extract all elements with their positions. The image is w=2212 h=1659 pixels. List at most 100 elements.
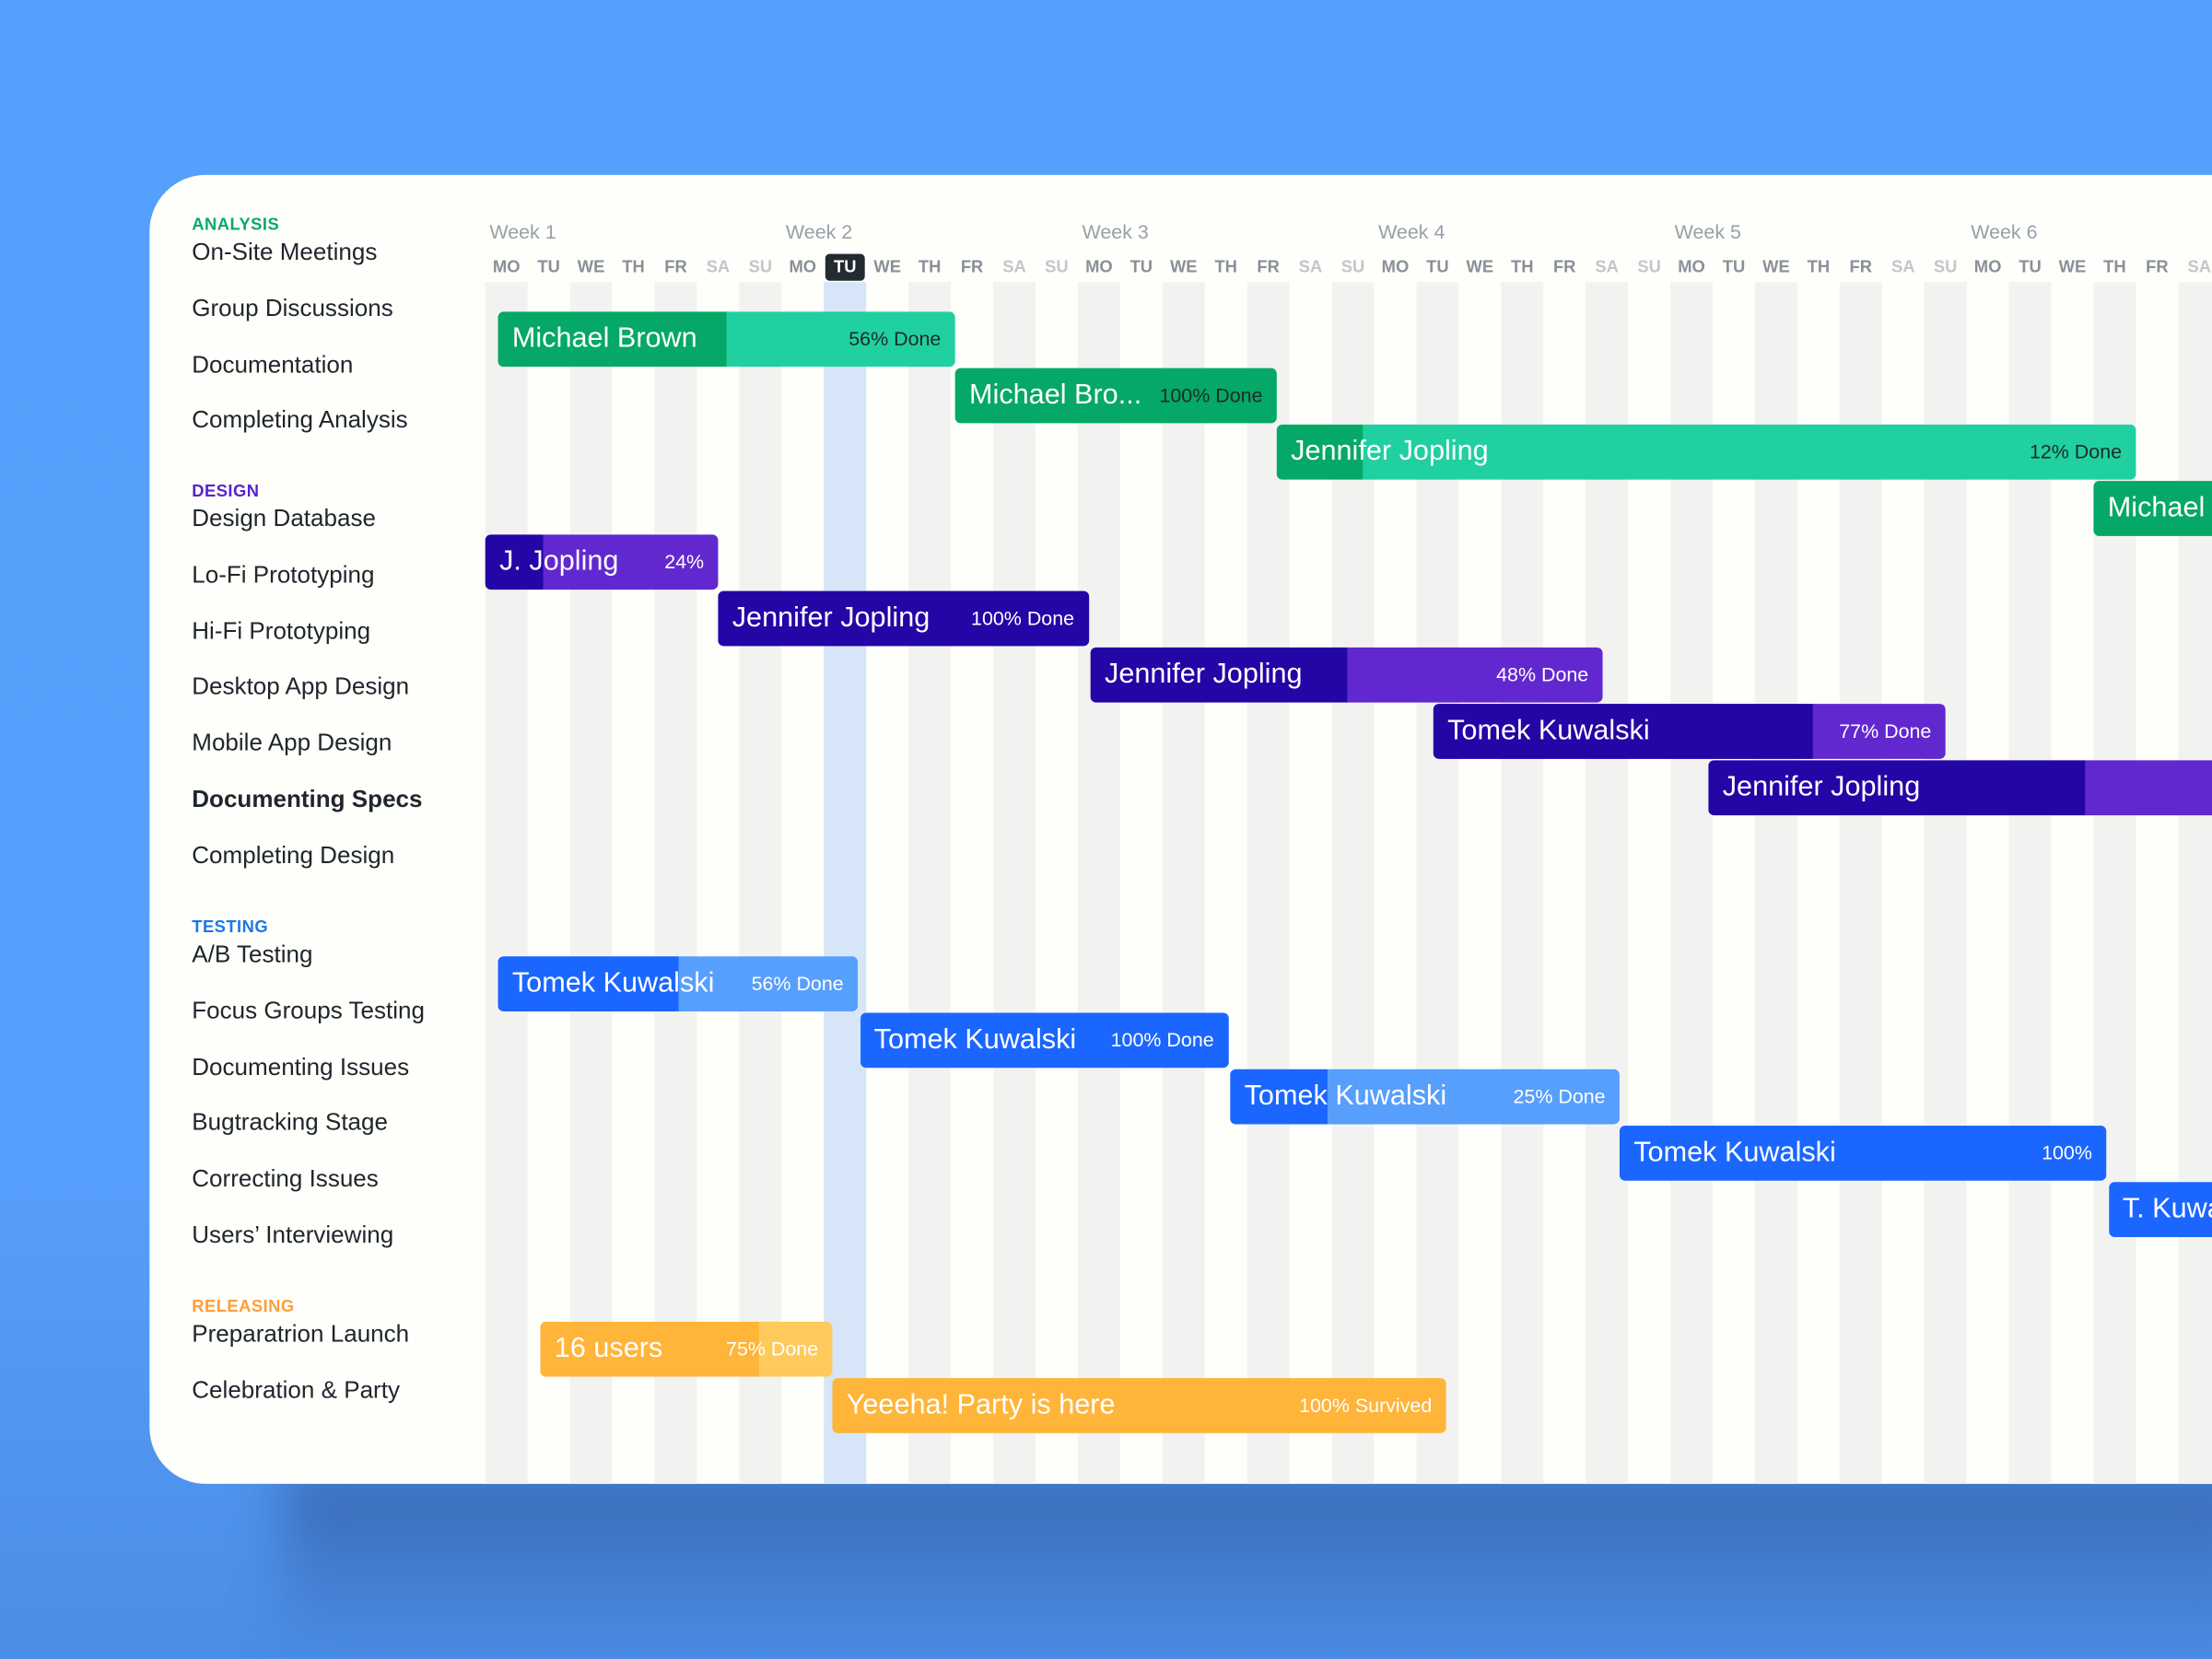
day-column (1036, 282, 1078, 1484)
day-label: MO (1381, 256, 1410, 277)
day-label: FR (1552, 256, 1576, 277)
group-header-releasing: RELEASING (192, 1296, 295, 1316)
task-label[interactable]: Documenting Issues (192, 1053, 410, 1081)
week-label: Week 4 (1378, 219, 1445, 243)
day-label: FR (960, 256, 984, 277)
task-label[interactable]: Bugtracking Stage (192, 1109, 388, 1137)
gantt-bar[interactable]: Yeeeha! Party is here 100% Survived (832, 1378, 1446, 1433)
day-column (1077, 282, 1120, 1484)
day-column (528, 282, 570, 1484)
bar-progress-label: 48% Done (1496, 662, 1589, 686)
day-column (1120, 282, 1163, 1484)
task-label[interactable]: Mobile App Design (192, 729, 392, 757)
today-column (824, 282, 867, 1484)
bar-progress-label: 100% Done (1159, 383, 1263, 407)
gantt-bar[interactable]: Tomek Kuwalski 56% Done (497, 956, 859, 1011)
bar-progress-label: 100% Done (1110, 1028, 1214, 1051)
gantt-bar[interactable]: Jennifer Jopling 48% Done (1090, 647, 1603, 703)
day-label: MO (1678, 256, 1705, 277)
progress-fill (1708, 760, 2086, 816)
day-label: TU (537, 256, 560, 277)
card-shadow (282, 1466, 2212, 1659)
progress-fill (860, 1012, 1228, 1069)
bar-progress-label: 77% Done (1839, 719, 1932, 742)
bar-progress-label: 100% Survived (1299, 1393, 1433, 1417)
day-label: TU (1426, 256, 1449, 277)
gantt-bar[interactable]: Jennifer Jopling 100% Done (718, 590, 1089, 647)
day-label: WE (1466, 256, 1494, 277)
task-label[interactable]: Focus Groups Testing (192, 997, 425, 1024)
week-label: Week 5 (1674, 219, 1741, 243)
task-label[interactable]: Users’ Interviewing (192, 1221, 394, 1249)
progress-fill (497, 311, 727, 368)
day-column (1586, 282, 1629, 1484)
progress-fill (2108, 1182, 2212, 1237)
task-label[interactable]: Documenting Specs (192, 785, 423, 813)
task-label[interactable]: Completing Design (192, 841, 395, 869)
bar-assignee-label: Michael Bro... (969, 379, 1142, 411)
bar-progress-label: 12% Done (2029, 439, 2123, 463)
task-label[interactable]: A/B Testing (192, 940, 313, 968)
bar-assignee-label: T. Kuwalski (2122, 1193, 2212, 1225)
day-label: TU (2019, 256, 2042, 277)
day-label: WE (1762, 256, 1790, 277)
progress-fill (497, 956, 678, 1011)
bar-progress-label: 24% (664, 550, 705, 573)
day-label: FR (1849, 256, 1873, 277)
gantt-bar[interactable]: 16 users 75% Done (540, 1321, 833, 1377)
gantt-bar[interactable]: Jennifer Jopling 12% Done (1276, 424, 2136, 480)
day-column (908, 282, 952, 1484)
gantt-bar[interactable]: T. Kuwalski (2108, 1182, 2212, 1237)
gantt-bar[interactable]: J. Jopling 24% (485, 534, 719, 590)
gantt-bar[interactable]: Tomek Kuwalski 25% Done (1230, 1069, 1620, 1125)
gantt-bar[interactable]: Tomek Kuwalski 100% (1619, 1125, 2107, 1181)
bar-assignee-label: Tomek Kuwalski (873, 1023, 1077, 1056)
day-label: TH (1511, 256, 1534, 277)
day-label: WE (873, 256, 901, 277)
task-label[interactable]: On-Site Meetings (192, 238, 378, 265)
bar-assignee-label: J. Jopling (499, 545, 619, 578)
day-column (1754, 282, 1797, 1484)
day-column (696, 282, 739, 1484)
gantt-bar[interactable]: Michael Brown 56% Done (497, 311, 955, 368)
bar-assignee-label: Jennifer Jopling (1291, 436, 1489, 467)
day-label: TH (1214, 256, 1237, 277)
bar-progress-label: 100% Done (971, 606, 1075, 629)
day-label: SU (748, 256, 773, 277)
day-label: TU (1722, 256, 1746, 277)
gantt-bar[interactable]: Jennifer Jopling (1708, 760, 2212, 816)
day-column (1501, 282, 1544, 1484)
bar-assignee-label: Michael (2107, 492, 2206, 524)
progress-fill (954, 368, 1277, 424)
day-column (613, 282, 655, 1484)
task-label[interactable]: Correcting Issues (192, 1165, 379, 1193)
bar-assignee-label: Jennifer Jopling (1105, 659, 1303, 690)
day-column (1205, 282, 1247, 1484)
day-label: TH (918, 256, 942, 277)
day-label: MO (1973, 256, 2002, 277)
bar-assignee-label: Jennifer Jopling (1722, 771, 1921, 803)
day-column (1246, 282, 1290, 1484)
gantt-bar[interactable]: Tomek Kuwalski 77% Done (1433, 704, 1946, 759)
gantt-bar[interactable]: Tomek Kuwalski 100% Done (860, 1012, 1228, 1069)
task-label[interactable]: Group Discussions (192, 294, 393, 321)
day-label: SU (1933, 256, 1958, 277)
task-label[interactable]: Desktop App Design (192, 673, 410, 701)
task-label[interactable]: Completing Analysis (192, 406, 408, 434)
day-label: SA (1002, 256, 1026, 277)
task-label[interactable]: Lo-Fi Prototyping (192, 561, 375, 589)
day-column (485, 282, 528, 1484)
gantt-bar[interactable]: Michael (2093, 481, 2212, 536)
bar-assignee-label: Tomek Kuwalski (1447, 715, 1650, 747)
day-label: TH (622, 256, 645, 277)
task-label[interactable]: Preparatrion Launch (192, 1320, 410, 1348)
progress-fill (1090, 647, 1347, 703)
bar-progress-label: 56% Done (751, 972, 844, 995)
task-label[interactable]: Hi-Fi Prototyping (192, 617, 371, 645)
day-column (951, 282, 993, 1484)
bar-progress-label: 25% Done (1513, 1084, 1606, 1108)
task-label[interactable]: Design Database (192, 505, 376, 532)
gantt-bar[interactable]: Michael Bro... 100% Done (954, 368, 1277, 424)
task-label[interactable]: Celebration & Party (192, 1376, 400, 1404)
task-label[interactable]: Documentation (192, 350, 354, 378)
